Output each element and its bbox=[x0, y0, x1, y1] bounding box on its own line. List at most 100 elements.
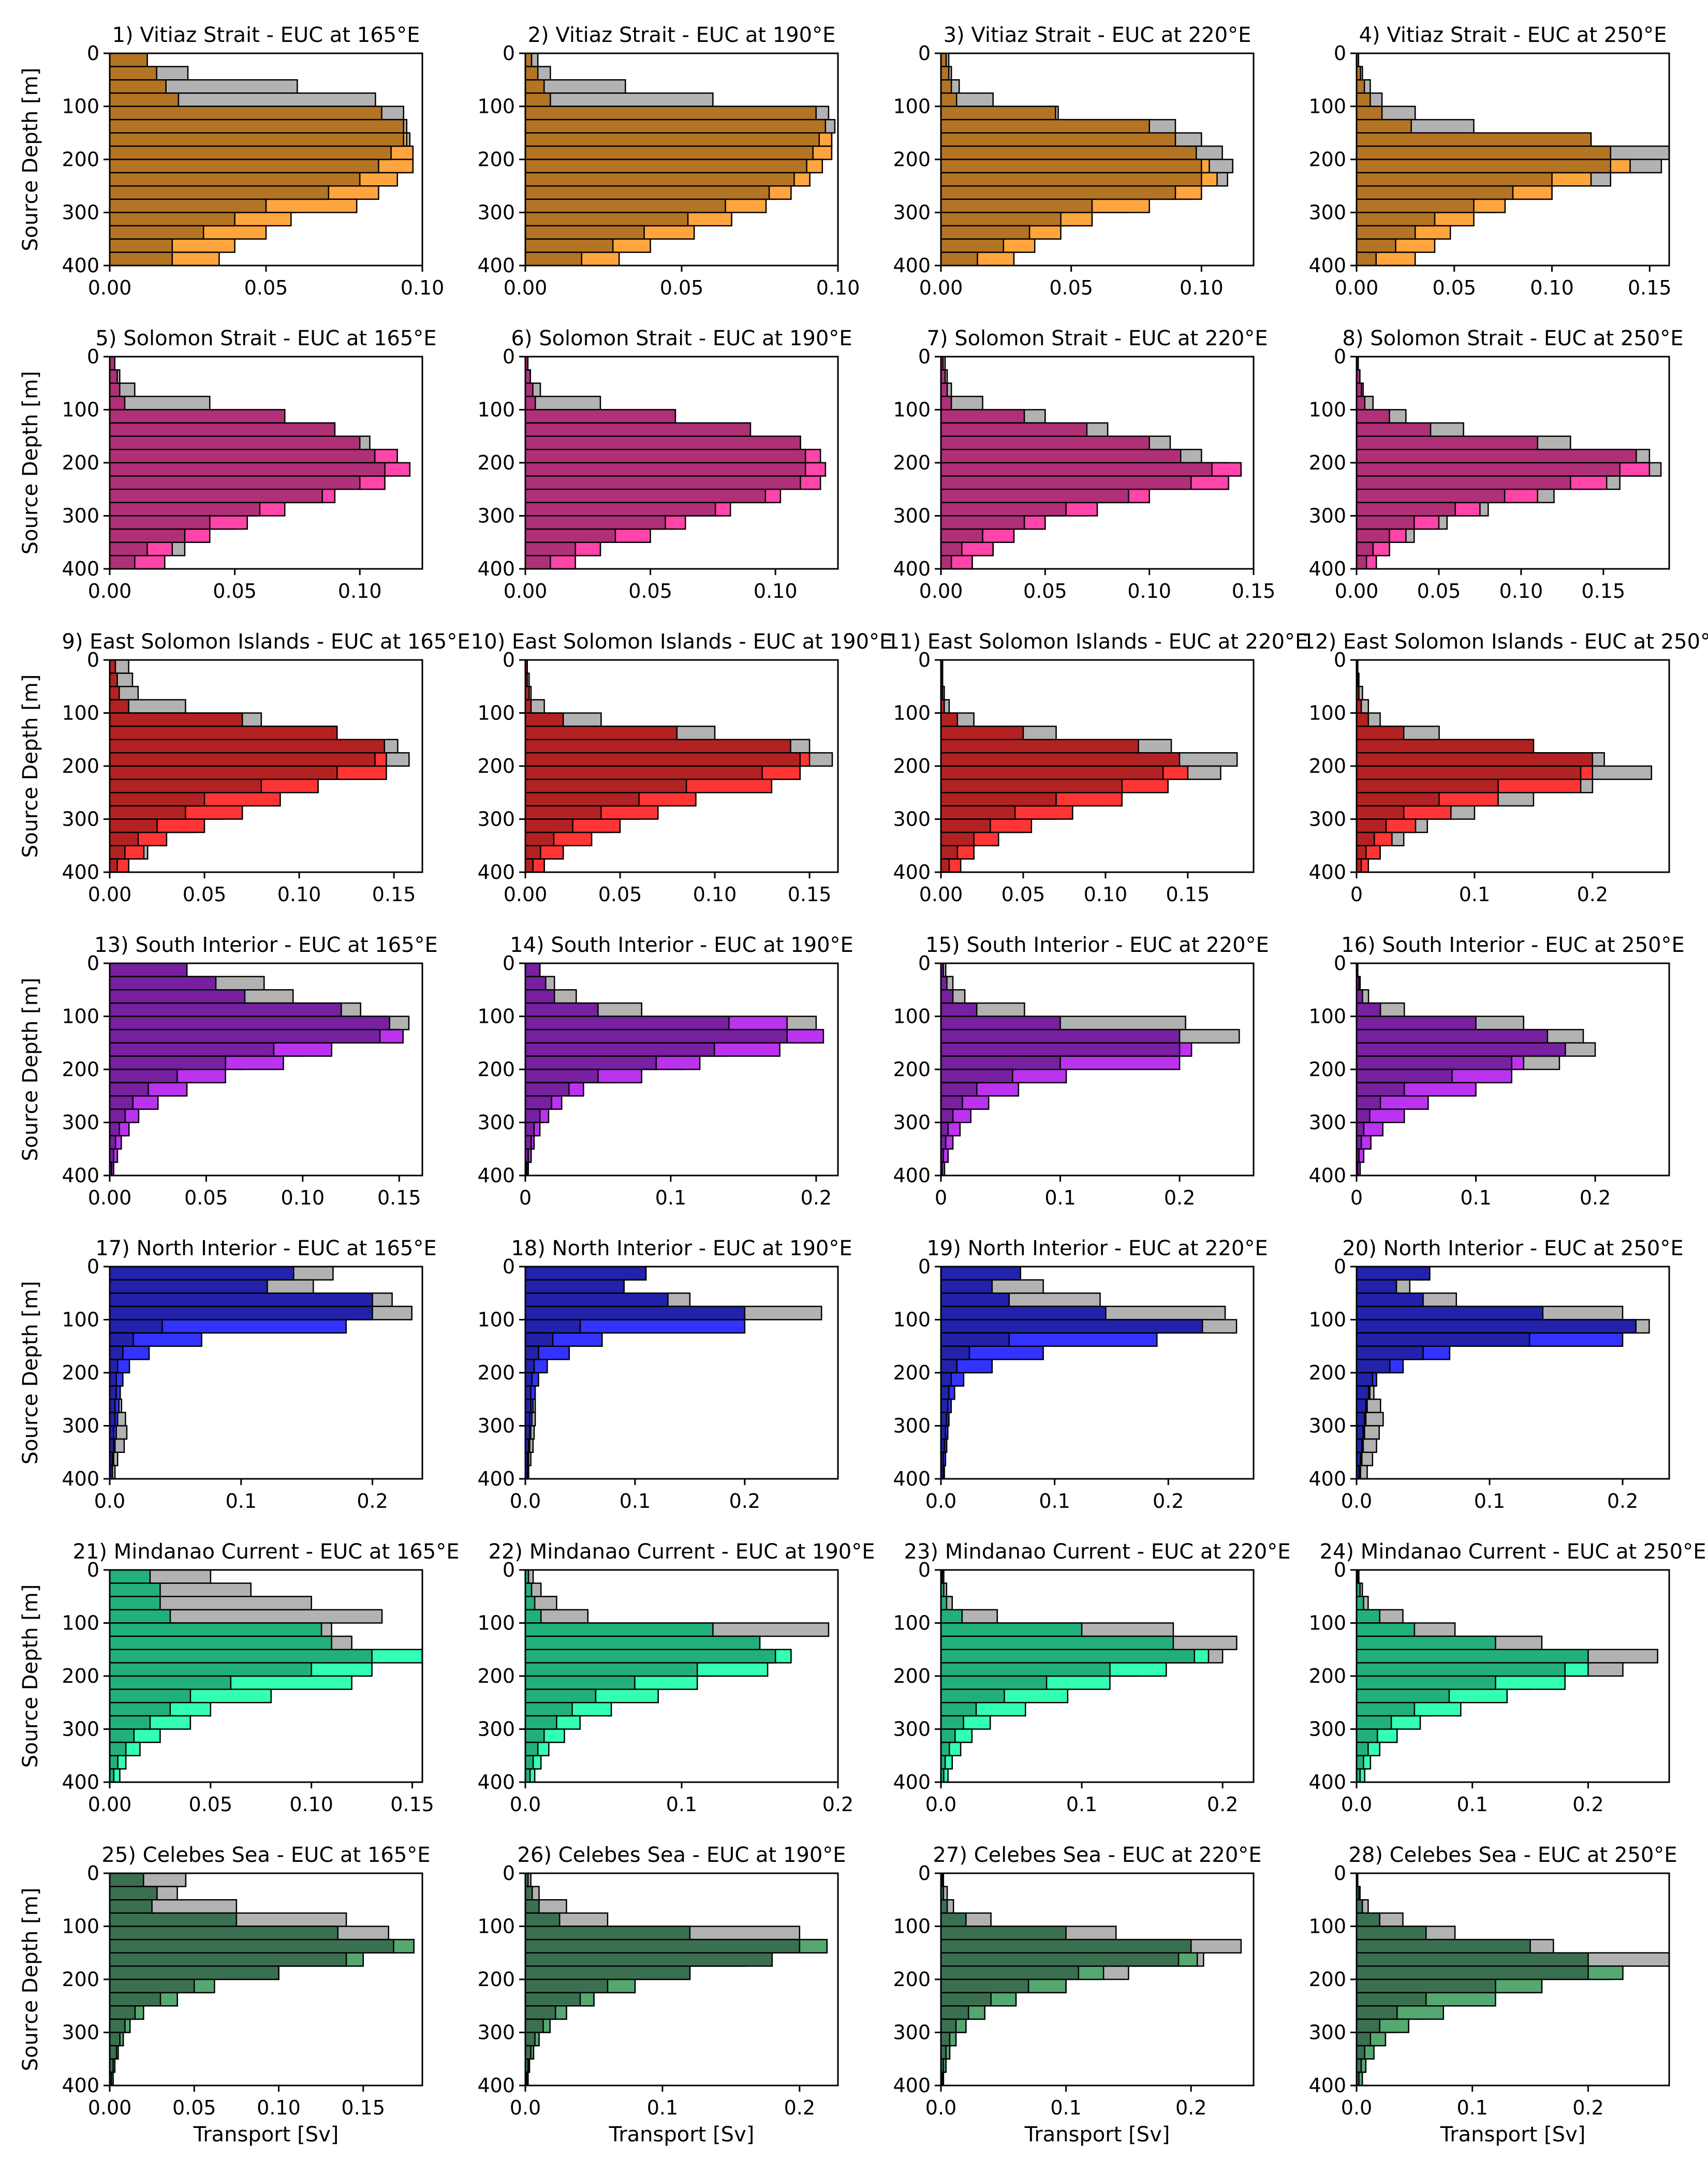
subplot-2: 2) Vitiaz Strait - EUC at 190°E 0 100 200 30… bbox=[477, 23, 860, 299]
dark-bar bbox=[941, 172, 1202, 187]
dark-bar bbox=[110, 831, 139, 846]
y-tick-label: 200 bbox=[62, 1058, 99, 1081]
dark-bar bbox=[525, 225, 645, 240]
dark-bar bbox=[1357, 435, 1538, 450]
dark-bar bbox=[110, 1082, 149, 1097]
y-tick-label: 300 bbox=[893, 2021, 931, 2044]
dark-bar bbox=[1357, 1688, 1450, 1703]
dark-bar bbox=[1357, 818, 1387, 833]
dark-bar bbox=[941, 158, 1202, 173]
histogram-bars bbox=[941, 1267, 1238, 1479]
dark-bar bbox=[525, 1068, 599, 1083]
dark-bar bbox=[110, 792, 205, 807]
y-tick-label: 300 bbox=[62, 505, 99, 527]
dark-bar bbox=[525, 1122, 535, 1137]
dark-bar bbox=[1357, 712, 1370, 727]
dark-bar bbox=[525, 66, 539, 81]
x-tick-label: 0.1 bbox=[1456, 1793, 1488, 1816]
histogram-bars bbox=[1357, 963, 1596, 1176]
dark-bar bbox=[110, 1345, 124, 1360]
subplot-28: 28) Celebes Sea - EUC at 250°E0 100 200 300… bbox=[1308, 1843, 1677, 2147]
y-tick-label: 100 bbox=[893, 1915, 931, 1938]
y-tick-label: 0 bbox=[918, 952, 931, 975]
dark-bar bbox=[1357, 1649, 1589, 1664]
dark-bar bbox=[1357, 395, 1366, 410]
x-tick-label: 0.05 bbox=[184, 1186, 228, 1209]
dark-bar bbox=[941, 712, 959, 727]
dark-bar bbox=[941, 489, 1129, 504]
x-tick-label: 0.1 bbox=[1459, 883, 1490, 906]
dark-bar bbox=[1357, 725, 1405, 740]
dark-bar bbox=[525, 238, 614, 253]
dark-bar bbox=[110, 660, 116, 674]
dark-bar bbox=[1357, 145, 1611, 160]
dark-bar bbox=[110, 158, 379, 173]
dark-bar bbox=[1357, 1438, 1363, 1453]
dark-bar bbox=[110, 765, 338, 780]
x-tick-label: 0.1 bbox=[1039, 1490, 1070, 1512]
y-tick-label: 100 bbox=[477, 95, 515, 118]
dark-bar bbox=[1357, 752, 1594, 767]
y-tick-label: 400 bbox=[62, 1164, 99, 1187]
histogram-bars bbox=[110, 1873, 415, 2085]
dark-bar bbox=[1357, 1095, 1381, 1110]
y-tick-label: 100 bbox=[893, 1612, 931, 1635]
x-tick-label: 0.1 bbox=[666, 1793, 697, 1816]
histogram-bars bbox=[110, 1570, 422, 1782]
dark-bar bbox=[110, 1952, 347, 1967]
dark-bar bbox=[941, 383, 948, 398]
dark-bar bbox=[525, 989, 555, 1004]
dark-bar bbox=[525, 185, 770, 200]
dark-bar bbox=[941, 1635, 1174, 1650]
gray-bar bbox=[525, 395, 601, 410]
dark-bar bbox=[941, 1702, 977, 1717]
x-tick-label: 0.05 bbox=[244, 276, 288, 299]
y-tick-label: 100 bbox=[62, 399, 99, 421]
y-tick-label: 0 bbox=[87, 42, 99, 65]
dark-bar bbox=[525, 1016, 730, 1031]
x-tick-label: 0.0 bbox=[925, 1490, 956, 1512]
x-tick-label: 0.1 bbox=[655, 1186, 686, 1209]
dark-bar bbox=[1357, 1319, 1637, 1334]
subplot-27: 27) Celebes Sea - EUC at 220°E0 100 200 300… bbox=[893, 1843, 1261, 2147]
dark-bar bbox=[110, 185, 330, 200]
dark-bar bbox=[525, 792, 640, 807]
y-tick-label: 0 bbox=[918, 1559, 931, 1581]
dark-bar bbox=[1357, 845, 1367, 860]
y-tick-label: 200 bbox=[477, 451, 515, 474]
dark-bar bbox=[1357, 528, 1390, 543]
dark-bar bbox=[1357, 765, 1582, 780]
y-tick-label: 300 bbox=[1308, 1415, 1346, 1437]
dark-bar bbox=[941, 1688, 1005, 1703]
dark-bar bbox=[1357, 1332, 1530, 1347]
dark-bar bbox=[110, 712, 243, 727]
dark-bar bbox=[525, 79, 545, 94]
dark-bar bbox=[525, 818, 573, 833]
dark-bar bbox=[1357, 1635, 1496, 1650]
dark-bar bbox=[525, 845, 541, 860]
dark-bar bbox=[1357, 1068, 1453, 1083]
dark-bar bbox=[525, 699, 532, 714]
subplot-title: 3) Vitiaz Strait - EUC at 220°E bbox=[944, 23, 1251, 47]
y-tick-label: 300 bbox=[477, 1111, 515, 1134]
x-tick-label: 0.2 bbox=[1607, 1490, 1638, 1512]
y-tick-label: 100 bbox=[1308, 1309, 1346, 1331]
dark-bar bbox=[525, 1912, 561, 1927]
dark-bar bbox=[110, 1359, 119, 1374]
dark-bar bbox=[1357, 1029, 1549, 1044]
dark-bar bbox=[525, 1662, 698, 1677]
y-tick-label: 200 bbox=[62, 1361, 99, 1384]
x-tick-label: 0.0 bbox=[1341, 2096, 1372, 2119]
y-tick-label: 300 bbox=[62, 1111, 99, 1134]
dark-bar bbox=[110, 515, 211, 530]
dark-bar bbox=[941, 409, 1025, 424]
dark-bar bbox=[1357, 1412, 1365, 1427]
dark-bar bbox=[110, 212, 235, 227]
subplot-19: 19) North Interior - EUC at 220°E0 100 200… bbox=[893, 1237, 1268, 1512]
y-tick-label: 200 bbox=[62, 755, 99, 777]
dark-bar bbox=[525, 831, 555, 846]
dark-bar bbox=[110, 1135, 116, 1150]
y-tick-label: 400 bbox=[477, 557, 515, 580]
subplot-14: 14) South Interior - EUC at 190°E0100200… bbox=[477, 933, 853, 1209]
dark-bar bbox=[941, 1912, 967, 1927]
